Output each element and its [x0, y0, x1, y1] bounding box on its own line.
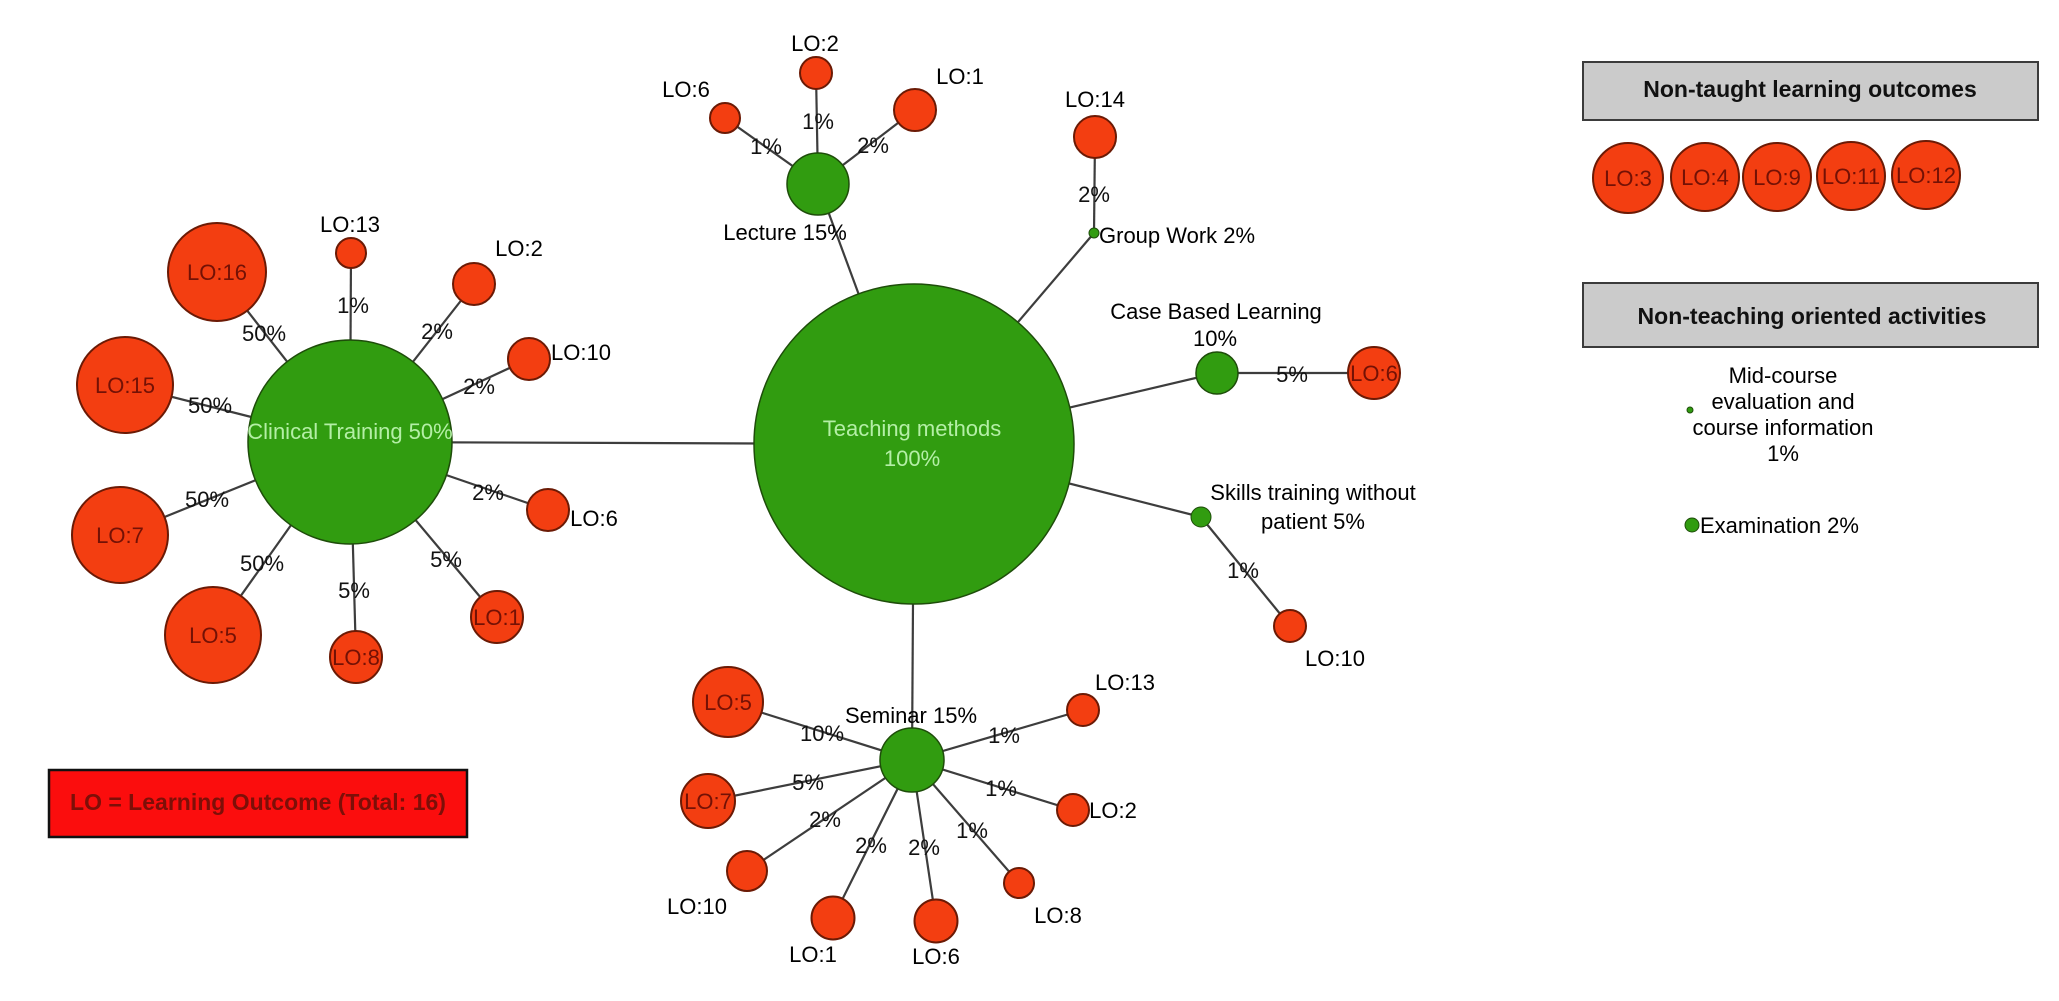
svg-text:Skills training without: Skills training without	[1210, 480, 1415, 505]
svg-text:1%: 1%	[985, 776, 1017, 801]
svg-text:LO:10: LO:10	[667, 894, 727, 919]
svg-text:2%: 2%	[421, 319, 453, 344]
svg-text:LO:10: LO:10	[1305, 646, 1365, 671]
svg-text:LO:15: LO:15	[95, 373, 155, 398]
svg-text:2%: 2%	[1078, 182, 1110, 207]
svg-text:2%: 2%	[857, 133, 889, 158]
svg-text:2%: 2%	[908, 835, 940, 860]
svg-text:1%: 1%	[750, 134, 782, 159]
svg-text:LO:2: LO:2	[1089, 798, 1137, 823]
svg-text:LO:8: LO:8	[1034, 903, 1082, 928]
svg-text:Seminar 15%: Seminar 15%	[845, 703, 977, 728]
svg-text:LO:5: LO:5	[704, 690, 752, 715]
svg-text:LO:7: LO:7	[684, 789, 732, 814]
svg-text:2%: 2%	[809, 807, 841, 832]
svg-text:10%: 10%	[1193, 326, 1237, 351]
svg-text:LO:7: LO:7	[96, 523, 144, 548]
svg-text:Group Work 2%: Group Work 2%	[1099, 223, 1255, 248]
svg-text:2%: 2%	[463, 374, 495, 399]
svg-text:evaluation and: evaluation and	[1711, 389, 1854, 414]
svg-text:1%: 1%	[956, 818, 988, 843]
svg-text:LO:14: LO:14	[1065, 87, 1125, 112]
svg-text:LO:2: LO:2	[791, 31, 839, 56]
svg-text:1%: 1%	[337, 293, 369, 318]
svg-text:LO:1: LO:1	[789, 942, 837, 967]
svg-text:LO:6: LO:6	[1350, 361, 1398, 386]
svg-text:LO:10: LO:10	[551, 340, 611, 365]
svg-text:LO:6: LO:6	[570, 506, 618, 531]
svg-text:LO:1: LO:1	[473, 605, 521, 630]
svg-text:LO:11: LO:11	[1822, 164, 1880, 189]
svg-text:100%: 100%	[884, 446, 940, 471]
svg-text:Non-taught learning outcomes: Non-taught learning outcomes	[1643, 76, 1977, 102]
svg-text:5%: 5%	[1276, 362, 1308, 387]
svg-text:50%: 50%	[188, 393, 232, 418]
svg-text:LO:4: LO:4	[1681, 165, 1729, 190]
svg-text:5%: 5%	[792, 770, 824, 795]
svg-text:1%: 1%	[802, 109, 834, 134]
svg-text:Teaching methods: Teaching methods	[823, 416, 1002, 441]
svg-text:Mid-course: Mid-course	[1729, 363, 1838, 388]
svg-text:5%: 5%	[338, 578, 370, 603]
svg-text:LO:3: LO:3	[1604, 166, 1652, 191]
svg-text:Non-teaching oriented activiti: Non-teaching oriented activities	[1638, 303, 1987, 329]
svg-text:LO:13: LO:13	[320, 212, 380, 237]
svg-text:LO:9: LO:9	[1753, 165, 1801, 190]
svg-text:LO:6: LO:6	[912, 944, 960, 969]
svg-text:course information: course information	[1693, 415, 1874, 440]
svg-text:1%: 1%	[988, 723, 1020, 748]
svg-text:2%: 2%	[472, 480, 504, 505]
svg-text:Examination 2%: Examination 2%	[1700, 513, 1859, 538]
svg-text:1%: 1%	[1767, 441, 1799, 466]
svg-text:1%: 1%	[1227, 558, 1259, 583]
svg-text:Lecture 15%: Lecture 15%	[723, 220, 847, 245]
svg-text:LO:13: LO:13	[1095, 670, 1155, 695]
svg-text:Case Based Learning: Case Based Learning	[1110, 299, 1322, 324]
svg-text:LO:12: LO:12	[1896, 163, 1956, 188]
svg-text:LO:6: LO:6	[662, 77, 710, 102]
svg-text:LO:16: LO:16	[187, 260, 247, 285]
svg-text:10%: 10%	[800, 721, 844, 746]
svg-text:5%: 5%	[430, 547, 462, 572]
svg-text:LO:1: LO:1	[936, 64, 984, 89]
svg-text:50%: 50%	[242, 321, 286, 346]
svg-text:LO:8: LO:8	[332, 645, 380, 670]
svg-text:2%: 2%	[855, 833, 887, 858]
svg-text:LO = Learning Outcome (Total:: LO = Learning Outcome (Total: 16)	[70, 789, 446, 815]
svg-text:50%: 50%	[240, 551, 284, 576]
svg-text:Clinical Training 50%: Clinical Training 50%	[247, 419, 452, 444]
svg-text:patient 5%: patient 5%	[1261, 509, 1365, 534]
svg-text:50%: 50%	[185, 487, 229, 512]
svg-text:LO:5: LO:5	[189, 623, 237, 648]
svg-text:LO:2: LO:2	[495, 236, 543, 261]
